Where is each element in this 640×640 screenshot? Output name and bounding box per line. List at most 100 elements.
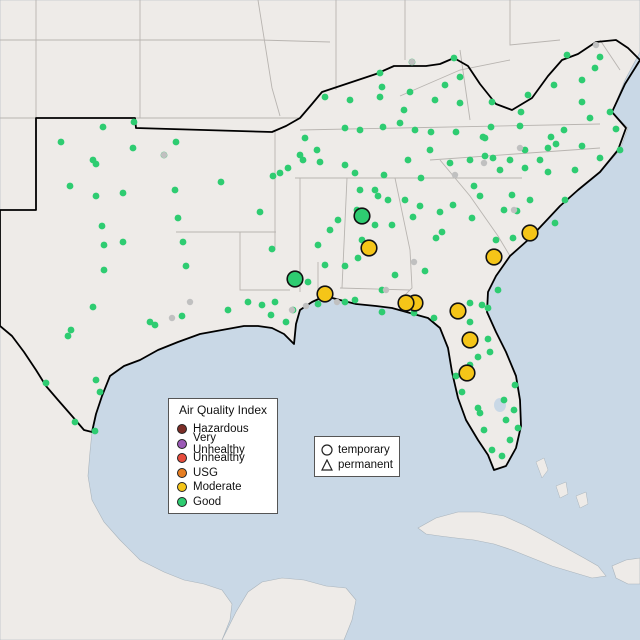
permanent-monitor-point[interactable]	[417, 174, 425, 182]
permanent-monitor-point[interactable]	[578, 142, 586, 150]
temporary-monitor-marker[interactable]	[353, 207, 371, 225]
permanent-monitor-point[interactable]	[506, 156, 514, 164]
permanent-monitor-point[interactable]	[521, 164, 529, 172]
permanent-monitor-point[interactable]	[378, 83, 386, 91]
permanent-monitor-point[interactable]	[316, 158, 324, 166]
permanent-monitor-point[interactable]	[487, 123, 495, 131]
permanent-monitor-point[interactable]	[494, 286, 502, 294]
permanent-monitor-point[interactable]	[492, 236, 500, 244]
permanent-monitor-point[interactable]	[341, 161, 349, 169]
permanent-monitor-point[interactable]	[432, 234, 440, 242]
permanent-monitor-point[interactable]	[488, 446, 496, 454]
permanent-monitor-point[interactable]	[578, 76, 586, 84]
permanent-monitor-point[interactable]	[282, 318, 290, 326]
permanent-monitor-point[interactable]	[354, 254, 362, 262]
permanent-monitor-point[interactable]	[411, 126, 419, 134]
permanent-monitor-point[interactable]	[334, 216, 342, 224]
permanent-monitor-point[interactable]	[456, 73, 464, 81]
no-data-monitor-point[interactable]	[408, 58, 416, 66]
permanent-monitor-point[interactable]	[269, 172, 277, 180]
permanent-monitor-point[interactable]	[321, 93, 329, 101]
permanent-monitor-point[interactable]	[326, 226, 334, 234]
permanent-monitor-point[interactable]	[470, 182, 478, 190]
permanent-monitor-point[interactable]	[489, 154, 497, 162]
permanent-monitor-point[interactable]	[526, 196, 534, 204]
permanent-monitor-point[interactable]	[380, 171, 388, 179]
permanent-monitor-point[interactable]	[400, 106, 408, 114]
permanent-monitor-point[interactable]	[92, 376, 100, 384]
permanent-monitor-point[interactable]	[404, 156, 412, 164]
no-data-monitor-point[interactable]	[333, 298, 341, 306]
permanent-monitor-point[interactable]	[561, 196, 569, 204]
permanent-monitor-point[interactable]	[506, 436, 514, 444]
permanent-monitor-point[interactable]	[606, 108, 614, 116]
permanent-monitor-point[interactable]	[351, 296, 359, 304]
permanent-monitor-point[interactable]	[384, 196, 392, 204]
permanent-monitor-point[interactable]	[498, 452, 506, 460]
permanent-monitor-point[interactable]	[563, 51, 571, 59]
no-data-monitor-point[interactable]	[302, 302, 310, 310]
permanent-monitor-point[interactable]	[388, 221, 396, 229]
permanent-monitor-point[interactable]	[182, 262, 190, 270]
permanent-monitor-point[interactable]	[524, 91, 532, 99]
permanent-monitor-point[interactable]	[521, 146, 529, 154]
permanent-monitor-point[interactable]	[431, 96, 439, 104]
permanent-monitor-point[interactable]	[436, 208, 444, 216]
permanent-monitor-point[interactable]	[511, 381, 519, 389]
permanent-monitor-point[interactable]	[346, 96, 354, 104]
permanent-monitor-point[interactable]	[351, 169, 359, 177]
permanent-monitor-point[interactable]	[591, 64, 599, 72]
permanent-monitor-point[interactable]	[426, 146, 434, 154]
permanent-monitor-point[interactable]	[616, 146, 624, 154]
permanent-monitor-point[interactable]	[456, 99, 464, 107]
permanent-monitor-point[interactable]	[500, 206, 508, 214]
permanent-monitor-point[interactable]	[430, 314, 438, 322]
permanent-monitor-point[interactable]	[92, 160, 100, 168]
permanent-monitor-point[interactable]	[371, 221, 379, 229]
permanent-monitor-point[interactable]	[476, 192, 484, 200]
permanent-monitor-point[interactable]	[536, 156, 544, 164]
permanent-monitor-point[interactable]	[596, 154, 604, 162]
permanent-monitor-point[interactable]	[480, 426, 488, 434]
no-data-monitor-point[interactable]	[410, 258, 418, 266]
permanent-monitor-point[interactable]	[446, 159, 454, 167]
permanent-monitor-point[interactable]	[71, 418, 79, 426]
permanent-monitor-point[interactable]	[466, 156, 474, 164]
permanent-monitor-point[interactable]	[379, 123, 387, 131]
temporary-monitor-marker[interactable]	[521, 224, 539, 242]
permanent-monitor-point[interactable]	[551, 219, 559, 227]
permanent-monitor-point[interactable]	[502, 416, 510, 424]
permanent-monitor-point[interactable]	[450, 54, 458, 62]
permanent-monitor-point[interactable]	[510, 406, 518, 414]
permanent-monitor-point[interactable]	[441, 81, 449, 89]
temporary-monitor-marker[interactable]	[461, 331, 479, 349]
permanent-monitor-point[interactable]	[267, 311, 275, 319]
permanent-monitor-point[interactable]	[284, 164, 292, 172]
permanent-monitor-point[interactable]	[119, 238, 127, 246]
permanent-monitor-point[interactable]	[401, 196, 409, 204]
permanent-monitor-point[interactable]	[396, 119, 404, 127]
permanent-monitor-point[interactable]	[217, 178, 225, 186]
permanent-monitor-point[interactable]	[427, 128, 435, 136]
permanent-monitor-point[interactable]	[67, 326, 75, 334]
permanent-monitor-point[interactable]	[356, 126, 364, 134]
permanent-monitor-point[interactable]	[179, 238, 187, 246]
permanent-monitor-point[interactable]	[224, 306, 232, 314]
permanent-monitor-point[interactable]	[146, 318, 154, 326]
permanent-monitor-point[interactable]	[466, 299, 474, 307]
permanent-monitor-point[interactable]	[374, 192, 382, 200]
permanent-monitor-point[interactable]	[481, 134, 489, 142]
permanent-monitor-point[interactable]	[89, 303, 97, 311]
permanent-monitor-point[interactable]	[486, 348, 494, 356]
permanent-monitor-point[interactable]	[484, 335, 492, 343]
temporary-monitor-marker[interactable]	[485, 248, 503, 266]
permanent-monitor-point[interactable]	[578, 98, 586, 106]
permanent-monitor-point[interactable]	[571, 166, 579, 174]
permanent-monitor-point[interactable]	[391, 271, 399, 279]
permanent-monitor-point[interactable]	[481, 152, 489, 160]
permanent-monitor-point[interactable]	[458, 388, 466, 396]
permanent-monitor-point[interactable]	[586, 114, 594, 122]
permanent-monitor-point[interactable]	[376, 93, 384, 101]
permanent-monitor-point[interactable]	[57, 138, 65, 146]
permanent-monitor-point[interactable]	[478, 301, 486, 309]
